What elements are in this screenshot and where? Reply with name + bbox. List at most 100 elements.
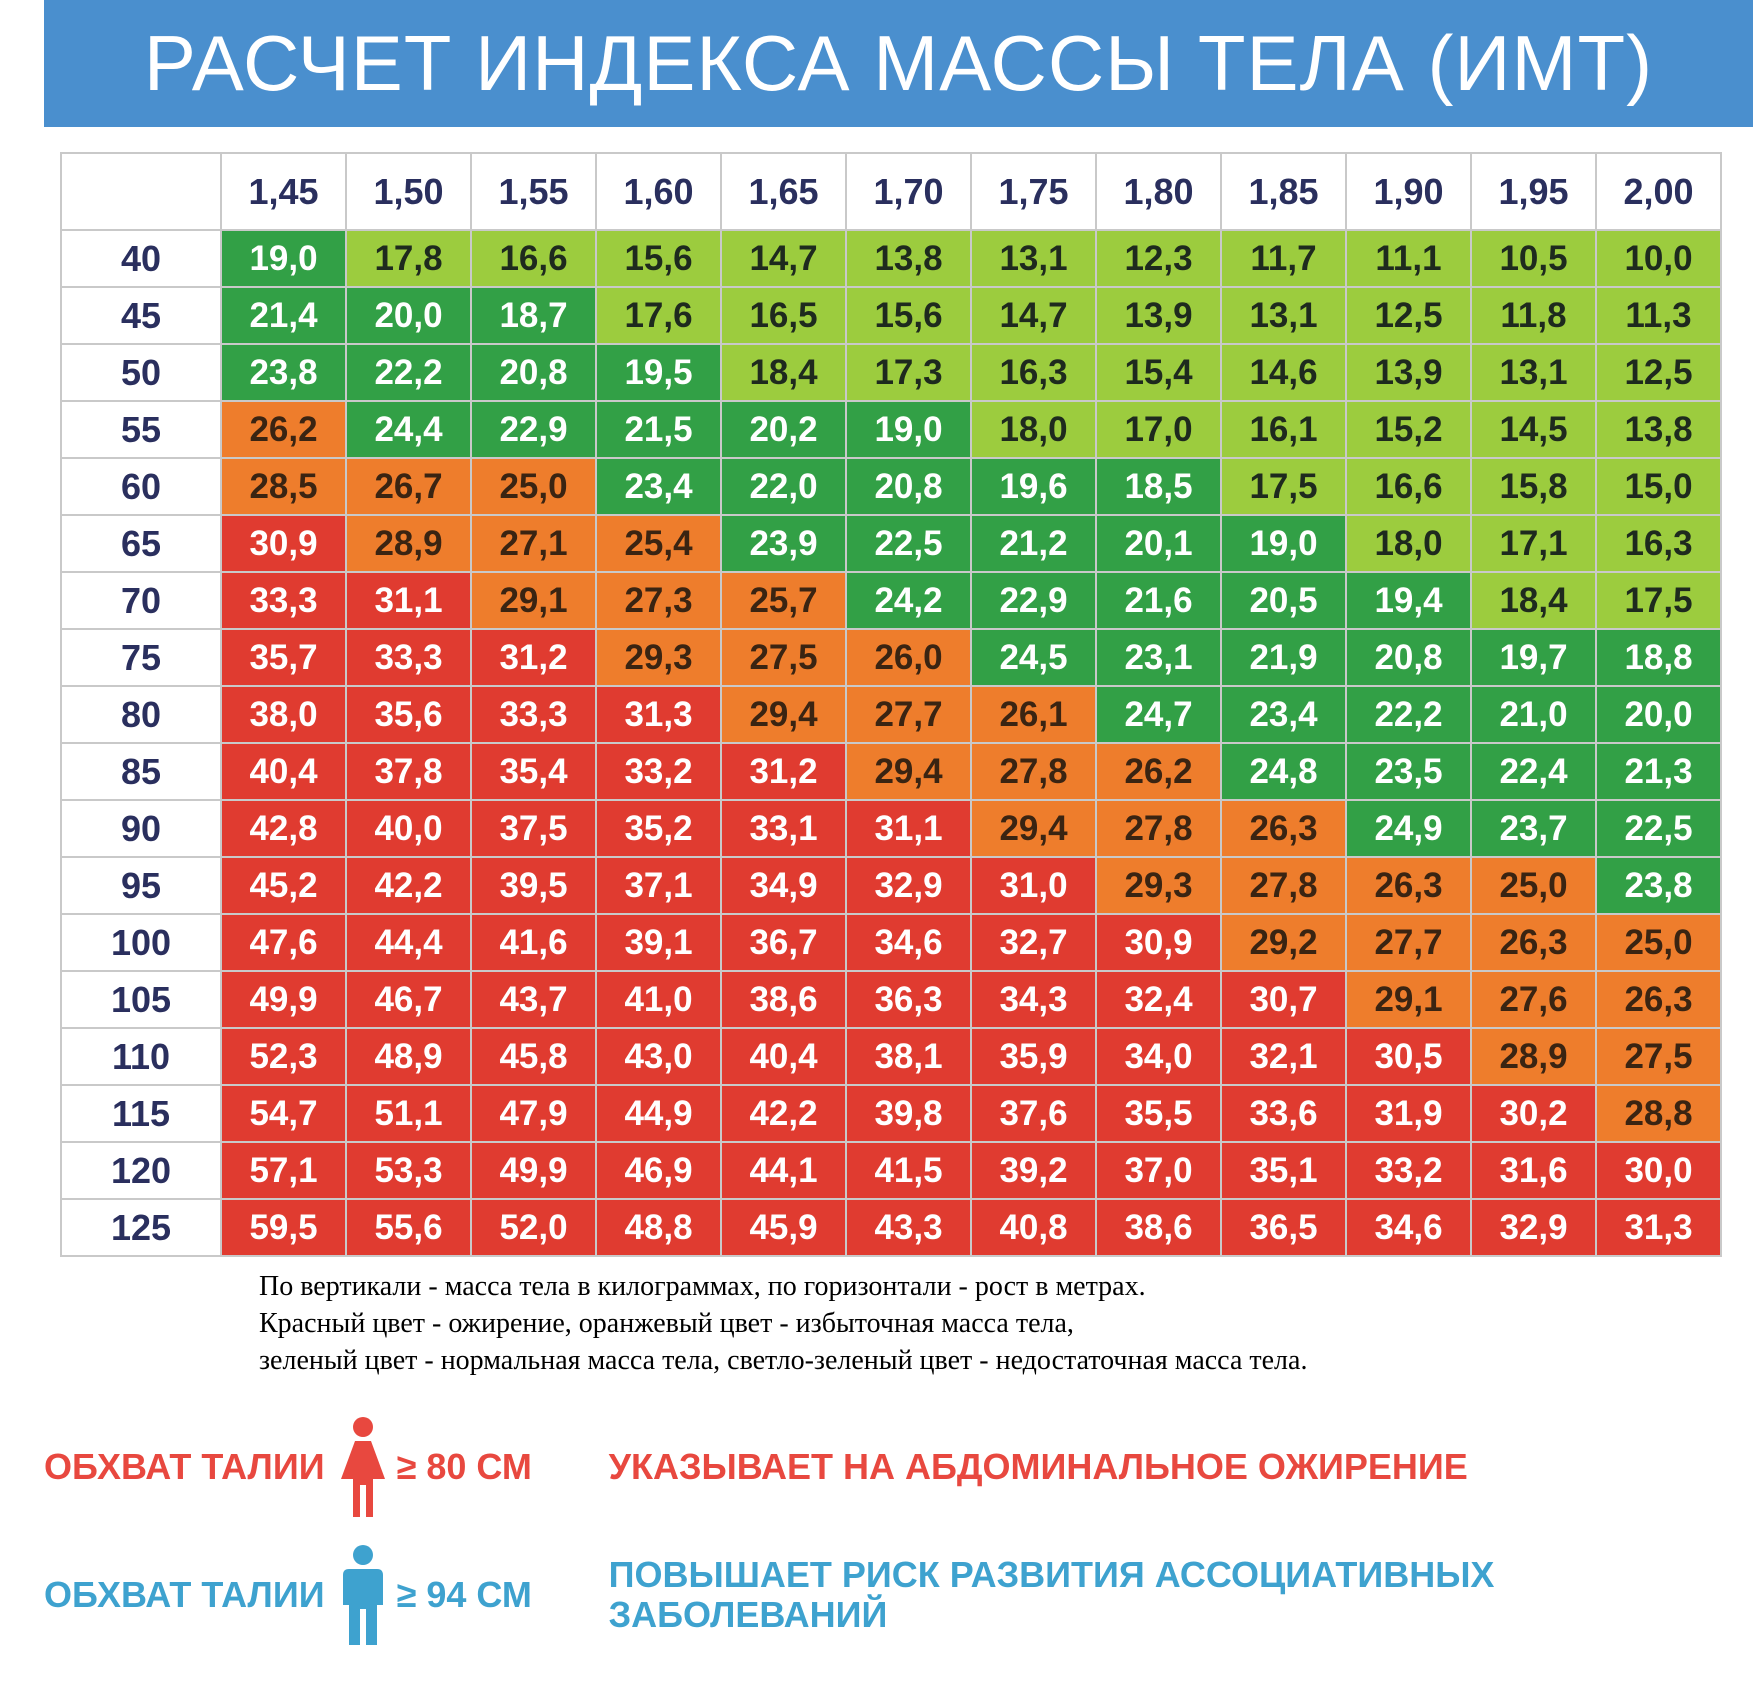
bmi-cell: 35,7	[220, 628, 347, 687]
table-row: 50 23,8 22,2 20,8 19,5 18,4 17,3 16,3 15,4 14,6 13…	[60, 343, 1722, 402]
bmi-cell: 16,3	[1595, 514, 1722, 573]
weight-label: 40	[60, 229, 222, 288]
bmi-cell: 21,6	[1095, 571, 1222, 630]
bmi-cell: 16,3	[970, 343, 1097, 402]
bmi-cell: 35,5	[1095, 1084, 1222, 1143]
bmi-cell: 31,1	[345, 571, 472, 630]
bmi-cell: 29,3	[1095, 856, 1222, 915]
page-title: РАСЧЕТ ИНДЕКСА МАССЫ ТЕЛА (ИМТ)	[143, 19, 1654, 107]
bmi-cell: 48,8	[595, 1198, 722, 1257]
bmi-cell: 22,9	[970, 571, 1097, 630]
bmi-cell: 47,6	[220, 913, 347, 972]
bmi-cell: 27,7	[845, 685, 972, 744]
title-banner: РАСЧЕТ ИНДЕКСА МАССЫ ТЕЛА (ИМТ)	[44, 0, 1753, 127]
height-header: 1,70	[845, 152, 972, 231]
bmi-table-body: 40 19,0 17,8 16,6 15,6 14,7 13,8 13,1 12,3 11,7 11…	[60, 229, 1722, 1257]
bmi-cell: 17,8	[345, 229, 472, 288]
note-line: зеленый цвет - нормальная масса тела, св…	[259, 1345, 1308, 1376]
bmi-cell: 25,7	[720, 571, 847, 630]
bmi-cell: 28,8	[1595, 1084, 1722, 1143]
bmi-cell: 18,0	[1345, 514, 1472, 573]
bmi-cell: 38,0	[220, 685, 347, 744]
bmi-cell: 37,1	[595, 856, 722, 915]
bmi-cell: 29,2	[1220, 913, 1347, 972]
bmi-cell: 24,9	[1345, 799, 1472, 858]
bmi-cell: 31,1	[845, 799, 972, 858]
bmi-cell: 18,7	[470, 286, 597, 345]
bmi-cell: 33,3	[220, 571, 347, 630]
height-header: 1,55	[470, 152, 597, 231]
bmi-cell: 17,5	[1595, 571, 1722, 630]
bmi-cell: 21,9	[1220, 628, 1347, 687]
bmi-cell: 28,9	[1470, 1027, 1597, 1086]
bmi-cell: 23,7	[1470, 799, 1597, 858]
height-header: 1,85	[1220, 152, 1347, 231]
bmi-cell: 41,5	[845, 1141, 972, 1200]
bmi-cell: 18,0	[970, 400, 1097, 459]
bmi-cell: 29,4	[720, 685, 847, 744]
bmi-cell: 22,2	[345, 343, 472, 402]
bmi-cell: 27,3	[595, 571, 722, 630]
height-header: 1,45	[220, 152, 347, 231]
bmi-cell: 42,2	[720, 1084, 847, 1143]
bmi-cell: 21,5	[595, 400, 722, 459]
weight-label: 90	[60, 799, 222, 858]
table-row: 115 54,7 51,1 47,9 44,9 42,2 39,8 37,6 35,5 33,6 3…	[60, 1084, 1722, 1143]
bmi-cell: 26,3	[1345, 856, 1472, 915]
bmi-cell: 45,9	[720, 1198, 847, 1257]
bmi-cell: 37,0	[1095, 1141, 1222, 1200]
bmi-cell: 17,6	[595, 286, 722, 345]
bmi-cell: 11,1	[1345, 229, 1472, 288]
bmi-cell: 30,9	[220, 514, 347, 573]
bmi-cell: 37,8	[345, 742, 472, 801]
bmi-cell: 21,3	[1595, 742, 1722, 801]
waist-description: УКАЗЫВАЕТ НА АБДОМИНАЛЬНОЕ ОЖИРЕНИЕ	[608, 1446, 1468, 1487]
male-figure-icon	[342, 1545, 383, 1645]
bmi-cell: 52,3	[220, 1027, 347, 1086]
bmi-cell: 55,6	[345, 1198, 472, 1257]
bmi-cell: 44,9	[595, 1084, 722, 1143]
bmi-cell: 38,6	[720, 970, 847, 1029]
bmi-cell: 39,8	[845, 1084, 972, 1143]
bmi-cell: 13,9	[1095, 286, 1222, 345]
bmi-cell: 33,3	[345, 628, 472, 687]
bmi-cell: 23,5	[1345, 742, 1472, 801]
bmi-cell: 25,0	[470, 457, 597, 516]
bmi-cell: 31,3	[595, 685, 722, 744]
bmi-cell: 25,0	[1470, 856, 1597, 915]
bmi-cell: 19,0	[1220, 514, 1347, 573]
bmi-cell: 42,2	[345, 856, 472, 915]
bmi-cell: 37,6	[970, 1084, 1097, 1143]
height-header: 1,80	[1095, 152, 1222, 231]
bmi-cell: 27,5	[720, 628, 847, 687]
table-row: 55 26,2 24,4 22,9 21,5 20,2 19,0 18,0 17,0 16,1 15…	[60, 400, 1722, 459]
bmi-cell: 36,5	[1220, 1198, 1347, 1257]
table-row: 110 52,3 48,9 45,8 43,0 40,4 38,1 35,9 34,0 32,1 3…	[60, 1027, 1722, 1086]
bmi-cell: 32,4	[1095, 970, 1222, 1029]
bmi-cell: 27,7	[1345, 913, 1472, 972]
bmi-cell: 15,6	[845, 286, 972, 345]
bmi-cell: 24,4	[345, 400, 472, 459]
bmi-cell: 32,9	[1470, 1198, 1597, 1257]
bmi-cell: 43,3	[845, 1198, 972, 1257]
bmi-cell: 32,7	[970, 913, 1097, 972]
bmi-cell: 14,7	[970, 286, 1097, 345]
bmi-cell: 20,8	[845, 457, 972, 516]
bmi-cell: 25,4	[595, 514, 722, 573]
legend-note: По вертикали - масса тела в килограммах,…	[259, 1268, 1659, 1379]
bmi-cell: 30,2	[1470, 1084, 1597, 1143]
bmi-cell: 33,6	[1220, 1084, 1347, 1143]
bmi-cell: 21,4	[220, 286, 347, 345]
bmi-cell: 23,4	[595, 457, 722, 516]
bmi-cell: 20,1	[1095, 514, 1222, 573]
weight-label: 115	[60, 1084, 222, 1143]
bmi-cell: 26,2	[220, 400, 347, 459]
bmi-cell: 42,8	[220, 799, 347, 858]
bmi-cell: 31,9	[1345, 1084, 1472, 1143]
bmi-cell: 37,5	[470, 799, 597, 858]
bmi-cell: 22,2	[1345, 685, 1472, 744]
weight-label: 75	[60, 628, 222, 687]
female-figure-icon	[340, 1417, 385, 1517]
bmi-cell: 22,9	[470, 400, 597, 459]
bmi-cell: 31,0	[970, 856, 1097, 915]
